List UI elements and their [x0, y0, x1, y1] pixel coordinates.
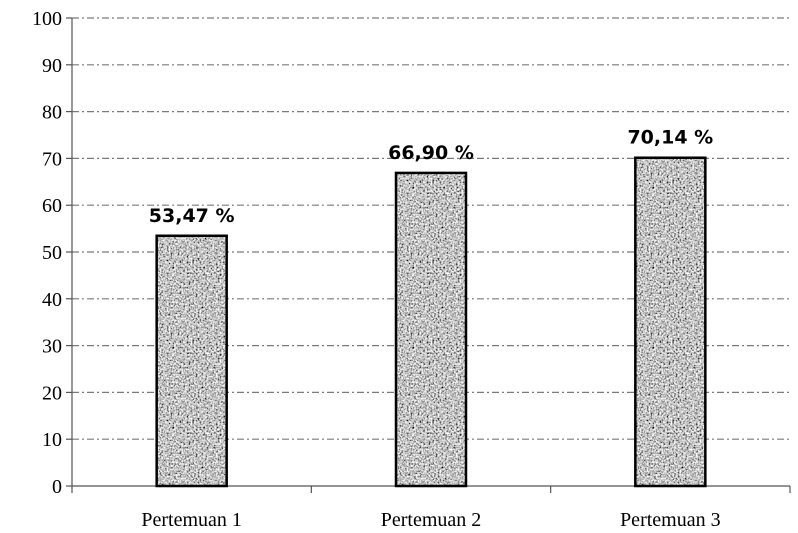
y-tick-label: 20 [42, 382, 62, 404]
y-tick-label: 70 [42, 148, 62, 170]
y-axis-tick-labels: 0 10 20 30 40 50 60 70 80 90 100 [32, 8, 62, 498]
y-tick-label: 30 [42, 336, 62, 358]
y-tick-label: 80 [42, 102, 62, 124]
y-tick-label: 100 [32, 8, 62, 30]
bar [634, 156, 707, 488]
data-label: 66,90 % [388, 142, 474, 164]
bar [394, 171, 468, 488]
y-tick-label: 90 [42, 55, 62, 77]
x-tick-label: Pertemuan 3 [620, 509, 721, 531]
bars [155, 156, 707, 488]
x-tick-label: Pertemuan 2 [381, 509, 482, 531]
y-tick-label: 60 [42, 195, 62, 217]
data-labels: 53,47 % 66,90 % 70,14 % [149, 127, 713, 227]
x-tick-label: Pertemuan 1 [141, 509, 242, 531]
data-label: 53,47 % [149, 205, 235, 227]
y-tick-label: 10 [42, 429, 62, 451]
y-tick-label: 50 [42, 242, 62, 264]
x-axis-tick-labels: Pertemuan 1 Pertemuan 2 Pertemuan 3 [141, 509, 720, 531]
y-tick-label: 0 [52, 476, 62, 498]
y-tick-label: 40 [42, 289, 62, 311]
bar [155, 234, 228, 488]
data-label: 70,14 % [627, 127, 713, 149]
